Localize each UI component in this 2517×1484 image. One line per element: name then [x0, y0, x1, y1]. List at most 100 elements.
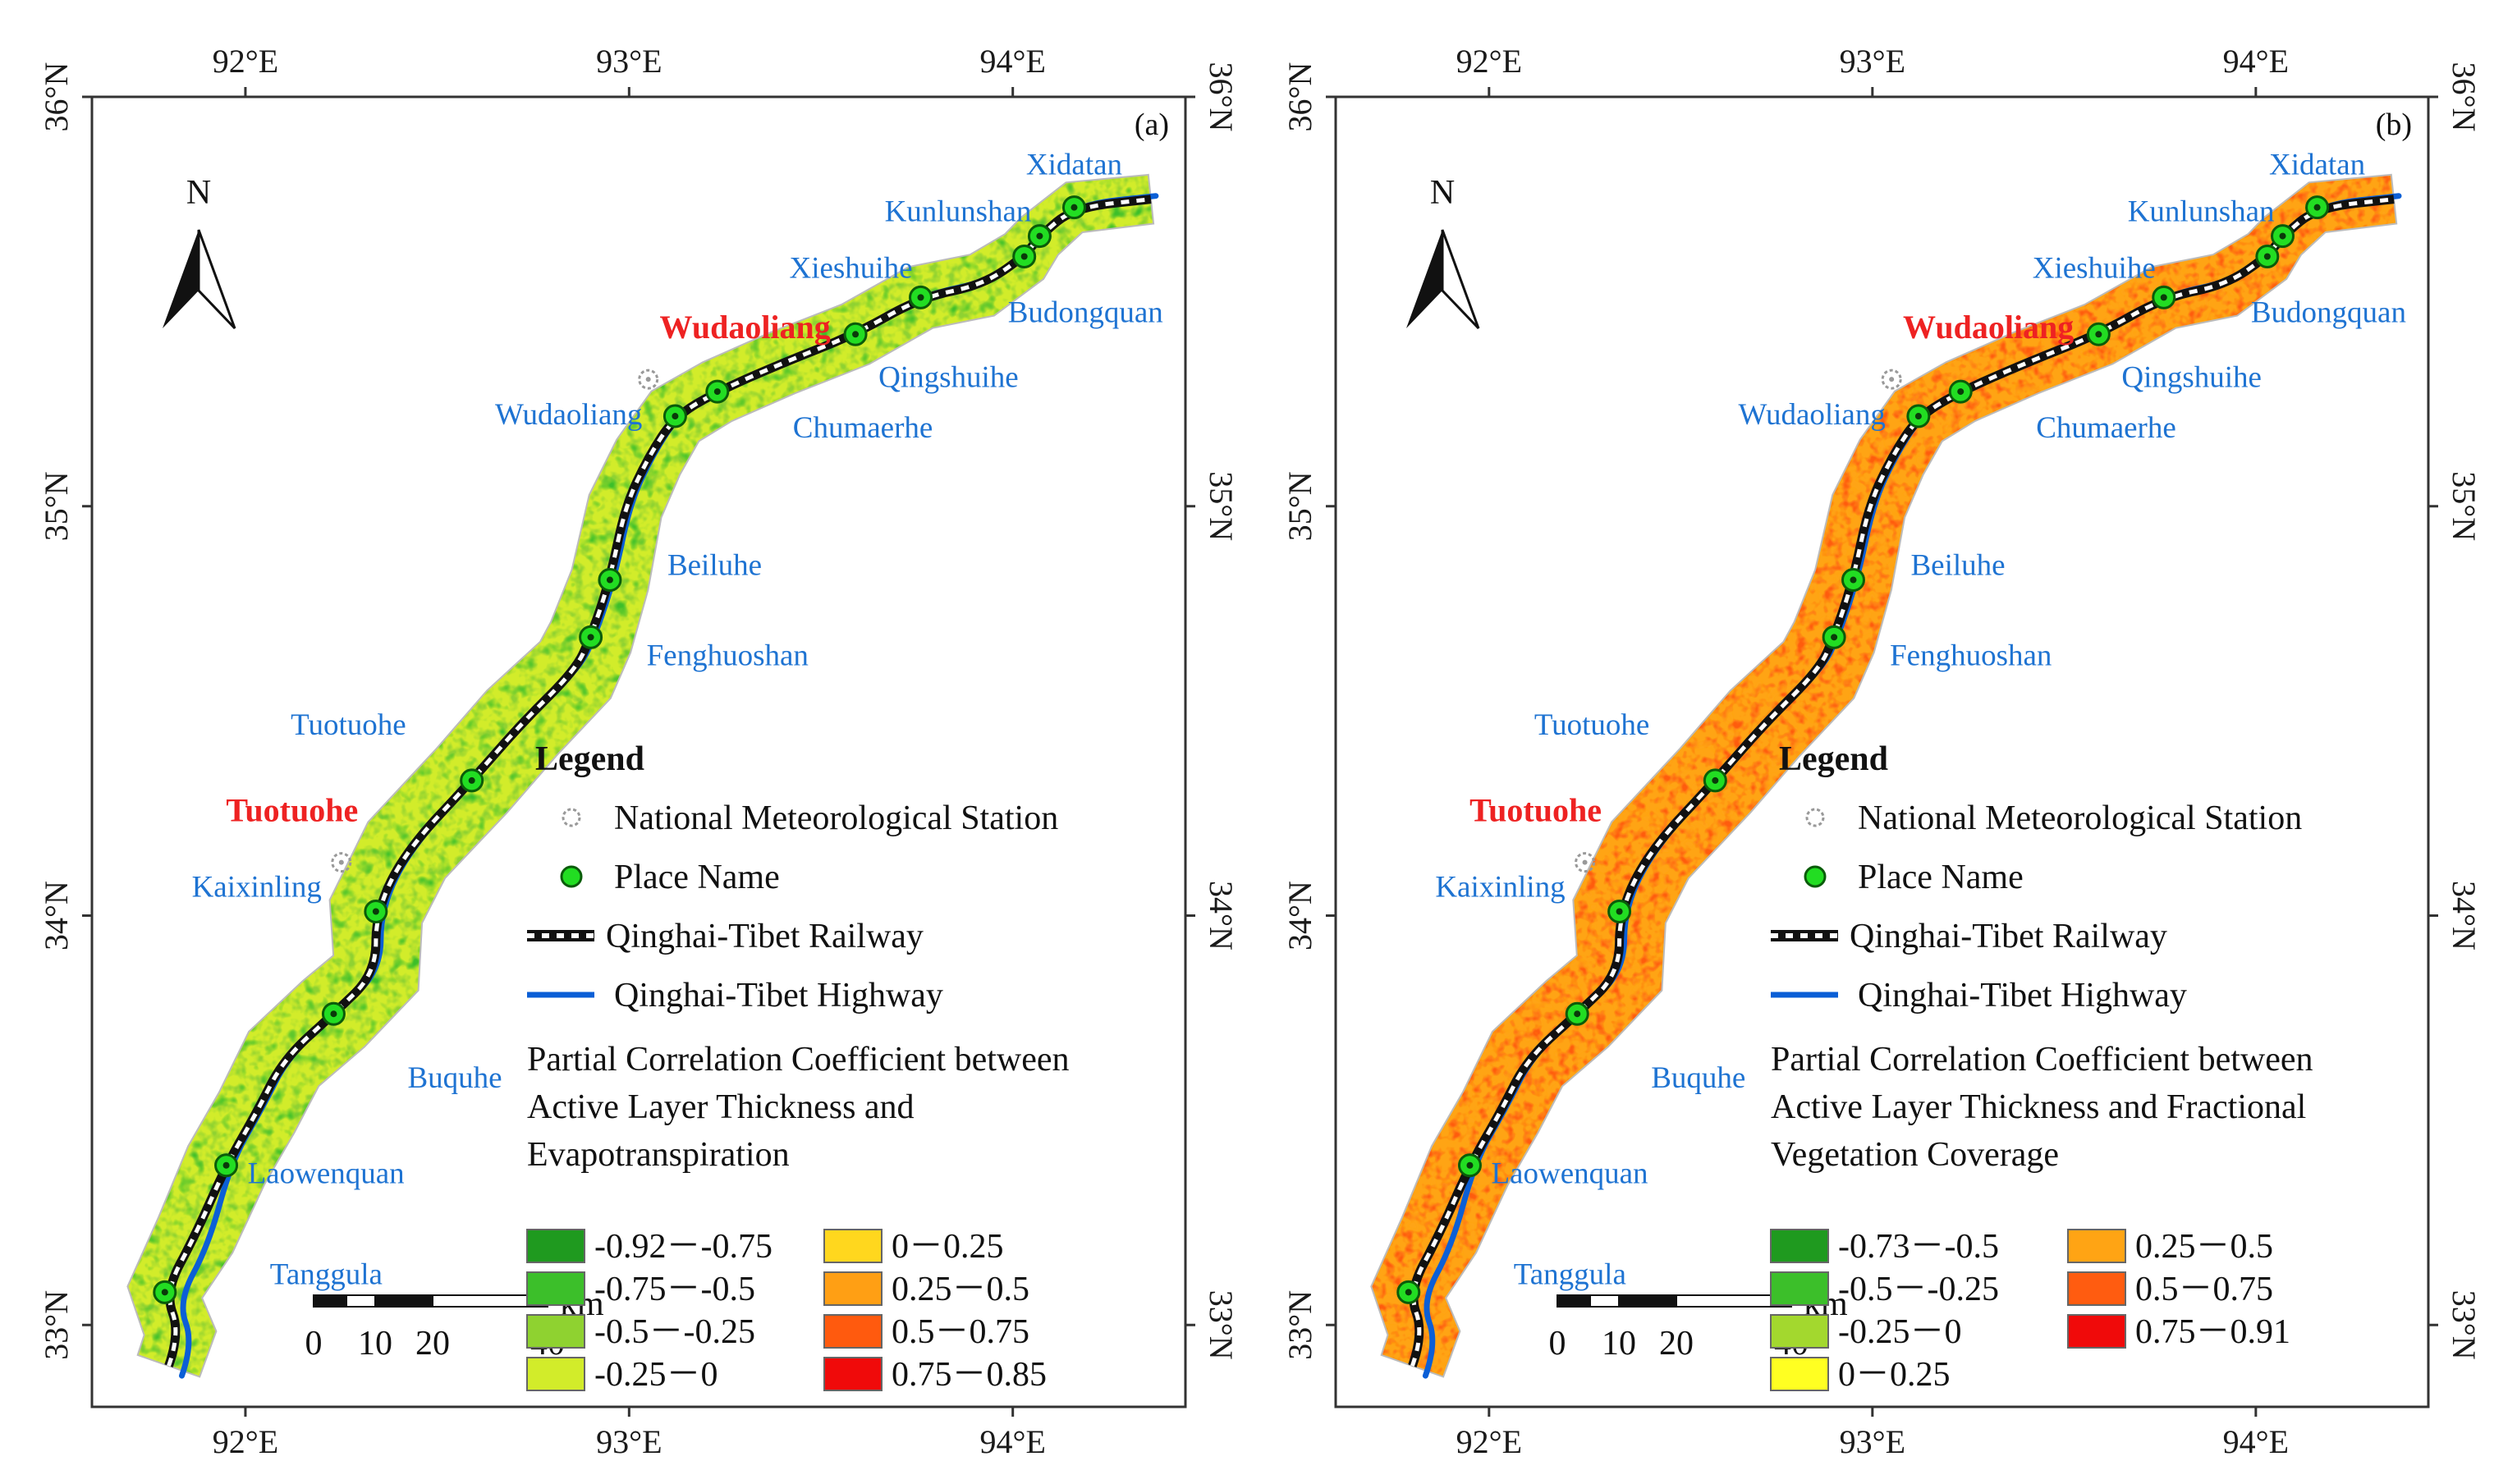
scale-tick-label: 10 — [1602, 1325, 1636, 1363]
place-label: Budongquan — [1008, 296, 1163, 330]
north-label: N — [1430, 174, 1455, 212]
class-label: -0.25－0 — [1838, 1313, 1962, 1351]
place-marker-center — [1574, 1010, 1581, 1018]
class-label: -0.25－0 — [594, 1356, 718, 1394]
scale-segment — [1589, 1294, 1620, 1308]
lon-tick-label-bottom: 93°E — [596, 1423, 662, 1460]
class-swatch — [526, 1357, 585, 1391]
lat-tick-label-left: 33°N — [1281, 1290, 1318, 1360]
place-marker-center — [1036, 232, 1043, 240]
lat-tick-label-right: 35°N — [1203, 471, 1240, 541]
class-label: 0.75－0.91 — [2135, 1313, 2290, 1351]
legend-item-label: Place Name — [614, 859, 780, 896]
legend-item-label: National Meteorological Station — [614, 799, 1058, 837]
place-marker-center — [1914, 413, 1922, 420]
place-label: Laowenquan — [1491, 1157, 1648, 1191]
station-symbol — [638, 369, 659, 390]
scale-tick-label: 20 — [1659, 1325, 1694, 1363]
north-label: N — [186, 174, 211, 212]
place-label: Chumaerhe — [793, 411, 933, 445]
station-symbol — [1575, 852, 1596, 873]
class-label: -0.5－-0.25 — [594, 1313, 755, 1351]
lat-tick-label-left: 36°N — [1281, 62, 1318, 132]
place-marker-center — [1020, 253, 1028, 260]
lat-tick-label-left: 33°N — [38, 1290, 75, 1360]
place-label: Tuotuohe — [291, 708, 406, 742]
place-marker-center — [1405, 1289, 1412, 1296]
lon-tick-label-top: 92°E — [1456, 43, 1522, 80]
class-label: -0.73－-0.5 — [1838, 1228, 1999, 1266]
place-marker-center — [161, 1289, 168, 1296]
north-arrow-left — [1406, 230, 1442, 328]
place-label: Budongquan — [2251, 296, 2406, 330]
place-label: Kaixinling — [192, 871, 322, 905]
place-marker-center — [2160, 294, 2167, 301]
station-dot — [645, 377, 651, 382]
legend-item-label: Qinghai-Tibet Railway — [606, 918, 924, 955]
class-label: 0－0.25 — [892, 1228, 1004, 1266]
class-label: 0.75－0.85 — [892, 1356, 1047, 1394]
lon-tick-label-bottom: 93°E — [1840, 1423, 1905, 1460]
class-swatch — [526, 1314, 585, 1349]
lon-tick-label-top: 93°E — [596, 43, 662, 80]
ramp-title-line: Vegetation Coverage — [1771, 1136, 2059, 1174]
lat-tick-label-right: 34°N — [1203, 881, 1240, 950]
class-swatch — [823, 1271, 883, 1306]
lon-tick-label-bottom: 92°E — [213, 1423, 278, 1460]
class-swatch — [2067, 1314, 2126, 1349]
station-label: Tuotuohe — [1469, 792, 1602, 829]
place-marker-center — [2279, 232, 2286, 240]
place-marker-center — [1071, 204, 1078, 211]
corridor-outline — [1370, 173, 2398, 1378]
place-label: Buquhe — [407, 1061, 502, 1095]
place-label: Wudaoliang — [495, 398, 642, 432]
place-label: Fenghuoshan — [647, 639, 809, 672]
station-label: Wudaoliang — [660, 309, 831, 346]
legend-item-label: National Meteorological Station — [1858, 799, 2302, 837]
class-swatch — [1770, 1357, 1829, 1391]
place-marker-center — [1616, 908, 1623, 915]
place-label: Wudaoliang — [1739, 398, 1886, 432]
scale-tick-label: 0 — [1549, 1325, 1566, 1363]
place-marker-center — [1850, 576, 1857, 584]
station-ring — [1881, 369, 1902, 390]
station-dot — [1889, 377, 1895, 382]
class-label: 0.25－0.5 — [892, 1271, 1029, 1308]
legend-place-icon — [1804, 865, 1827, 888]
class-label: 0.5－0.75 — [892, 1313, 1029, 1351]
lat-tick-label-right: 34°N — [2446, 881, 2483, 950]
ramp-title-line: Evapotranspiration — [527, 1136, 790, 1174]
station-symbol — [331, 852, 352, 873]
place-marker-center — [372, 908, 379, 915]
legend-station-icon — [562, 808, 581, 827]
lon-tick-label-top: 94°E — [979, 43, 1045, 80]
place-marker-center — [222, 1161, 230, 1169]
lat-tick-label-left: 35°N — [1281, 471, 1318, 541]
corridor-outline — [126, 173, 1155, 1378]
lat-tick-label-left: 34°N — [38, 881, 75, 950]
lon-tick-label-bottom: 92°E — [1456, 1423, 1522, 1460]
legend-item-label: Place Name — [1858, 859, 2024, 896]
class-swatch — [2067, 1271, 2126, 1306]
class-swatch — [2067, 1229, 2126, 1263]
scale-tick-label: 0 — [305, 1325, 323, 1363]
place-marker-center — [713, 388, 721, 396]
lat-tick-label-right: 36°N — [1203, 62, 1240, 132]
place-label: Fenghuoshan — [1890, 639, 2052, 672]
lon-tick-label-bottom: 94°E — [979, 1423, 1045, 1460]
station-ring — [638, 369, 659, 390]
class-label: -0.92－-0.75 — [594, 1228, 773, 1266]
place-label: Kaixinling — [1435, 871, 1565, 905]
panel-a: 92°E 92°E 93°E 93°E 94°E 94°E 33°N 33°N 34°N 34°N… — [38, 43, 1240, 1460]
place-label: Laowenquan — [248, 1157, 405, 1191]
place-label: Chumaerhe — [2036, 411, 2176, 445]
place-label: Xieshuihe — [2033, 251, 2156, 285]
lat-tick-label-right: 33°N — [1203, 1290, 1240, 1360]
place-label: Tanggula — [1514, 1257, 1626, 1291]
lon-tick-label-top: 92°E — [213, 43, 278, 80]
class-swatch — [526, 1271, 585, 1306]
place-marker-center — [330, 1010, 337, 1018]
place-marker-center — [2263, 253, 2271, 260]
ramp-title-line: Partial Correlation Coefficient between — [1771, 1041, 2313, 1079]
lat-tick-label-left: 35°N — [38, 471, 75, 541]
